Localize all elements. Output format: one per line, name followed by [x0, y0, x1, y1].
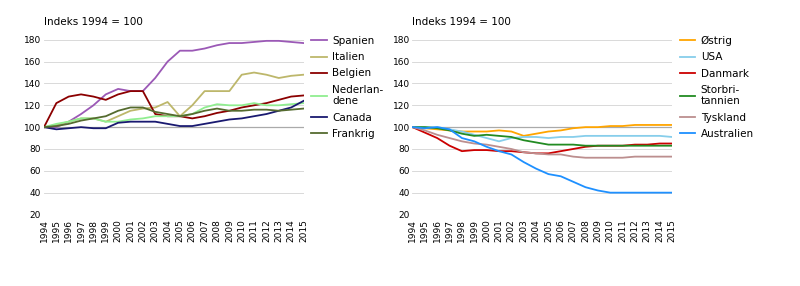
- Legend: Spanien, Italien, Belgien, Nederlan-
dene, Canada, Frankrig: Spanien, Italien, Belgien, Nederlan- den…: [311, 36, 383, 139]
- Text: Indeks 1994 = 100: Indeks 1994 = 100: [413, 17, 511, 27]
- Text: Indeks 1994 = 100: Indeks 1994 = 100: [44, 17, 143, 27]
- Legend: Østrig, USA, Danmark, Storbri-
tannien, Tyskland, Australien: Østrig, USA, Danmark, Storbri- tannien, …: [680, 36, 754, 139]
